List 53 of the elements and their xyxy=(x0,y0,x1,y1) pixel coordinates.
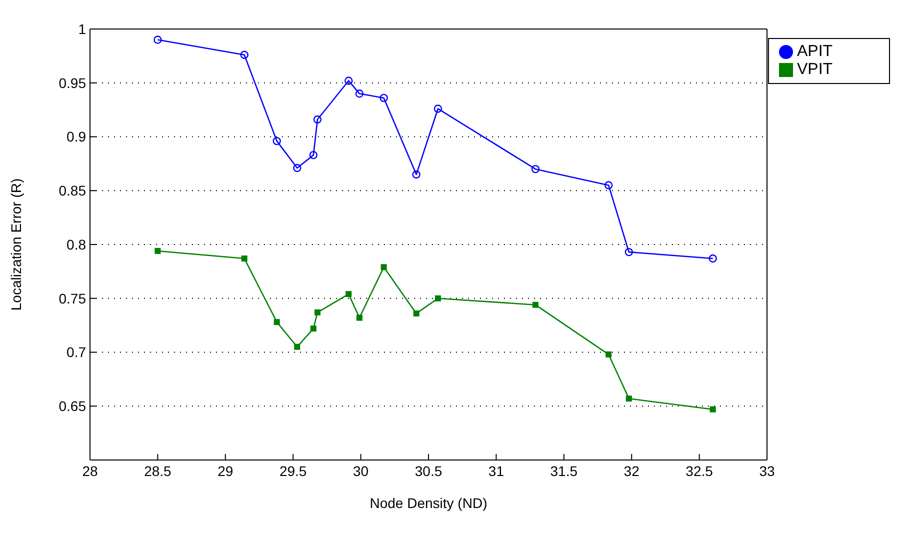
point xyxy=(355,90,364,98)
point xyxy=(154,36,162,44)
x-tick-label: 32 xyxy=(624,462,640,479)
legend-label: VPIT xyxy=(797,61,833,78)
point xyxy=(313,115,322,124)
y-tick-label: 0.7 xyxy=(66,344,86,360)
point xyxy=(309,150,318,160)
legend-label: APIT xyxy=(797,43,833,60)
y-tick-label: 0.8 xyxy=(66,236,86,252)
point xyxy=(604,181,613,190)
point xyxy=(344,76,353,85)
point xyxy=(293,164,302,172)
point xyxy=(413,310,420,316)
x-tick-label: 29 xyxy=(218,462,234,479)
point xyxy=(154,248,161,254)
point xyxy=(310,326,316,332)
point xyxy=(380,264,387,270)
x-tick-label: 31.5 xyxy=(550,462,578,479)
y-tick-label: 0.9 xyxy=(66,128,86,145)
point xyxy=(434,104,442,113)
y-tick-label: 0.85 xyxy=(58,182,86,199)
point xyxy=(606,351,612,358)
point xyxy=(274,319,280,326)
point xyxy=(626,396,632,402)
point xyxy=(434,295,441,302)
point xyxy=(532,302,538,308)
x-axis-title: Node Density (ND) xyxy=(370,495,488,511)
point xyxy=(294,344,300,350)
point xyxy=(380,94,388,102)
point xyxy=(272,136,281,146)
y-tick-label: 0.75 xyxy=(58,290,86,306)
point xyxy=(531,164,540,174)
point xyxy=(356,314,362,321)
point xyxy=(708,254,717,263)
x-tick-label: 31 xyxy=(488,462,504,479)
x-tick-label: 32.5 xyxy=(686,462,714,479)
point xyxy=(346,291,352,298)
y-tick-label: 0.65 xyxy=(58,398,86,414)
point xyxy=(624,248,633,256)
x-tick-label: 28.5 xyxy=(144,462,172,479)
y-axis-title: Localization Error (R) xyxy=(8,178,24,311)
x-tick-label: 30 xyxy=(353,462,369,479)
point xyxy=(240,50,248,59)
point xyxy=(241,256,248,262)
x-tick-label: 29.5 xyxy=(279,462,307,479)
y-tick-label: 0.95 xyxy=(58,74,86,91)
y-tick-label: 1 xyxy=(78,20,86,37)
point xyxy=(710,406,716,412)
x-tick-label: 33 xyxy=(759,462,775,479)
x-tick-label: 30.5 xyxy=(414,462,442,479)
point xyxy=(314,309,320,316)
point xyxy=(412,170,420,179)
x-tick-label: 28 xyxy=(82,462,98,479)
